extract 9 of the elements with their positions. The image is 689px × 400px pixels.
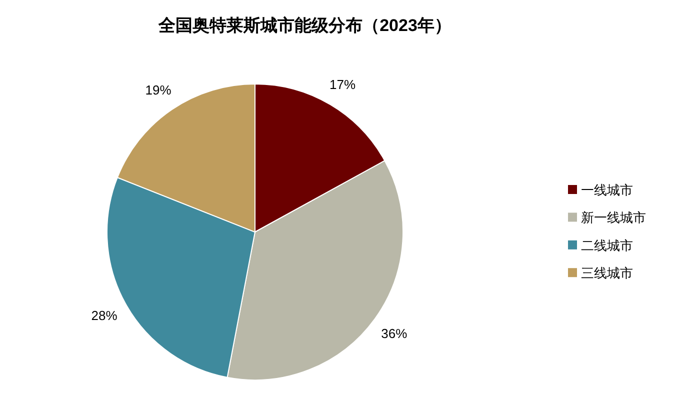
legend-label: 二线城市 [581,238,633,253]
legend-label: 一线城市 [581,182,633,198]
data-label: 17% [330,76,356,92]
data-label: 28% [91,308,118,323]
data-label: 19% [145,82,172,98]
legend-label: 新一线城市 [581,210,646,226]
data-label: 36% [381,326,408,342]
chart-title: 全国奥特莱斯城市能级分布（2023年） [158,16,452,35]
legend-label: 三线城市 [581,266,633,281]
